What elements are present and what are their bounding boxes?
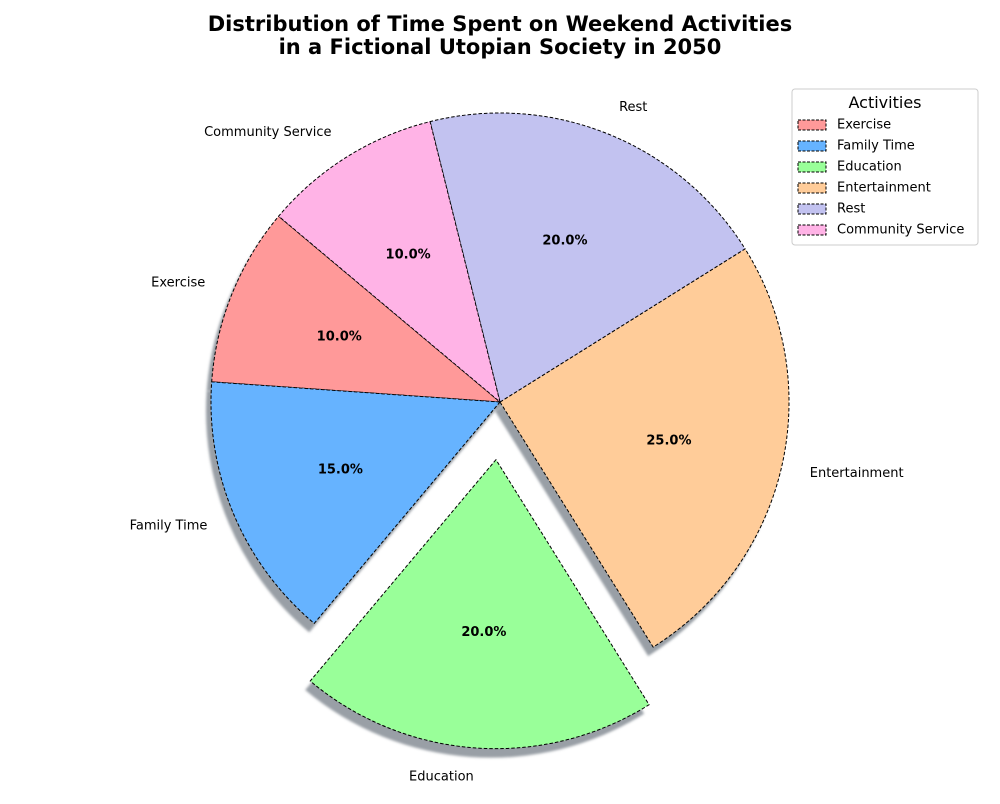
legend-label-family-time: Family Time <box>837 139 915 154</box>
pie-slice-family-time <box>210 381 501 624</box>
slice-percent-exercise: 10.0% <box>317 330 362 345</box>
legend-label-rest: Rest <box>837 202 865 217</box>
pie-slice-entertainment <box>499 248 790 648</box>
legend-frame <box>791 88 979 246</box>
chart-title-line-1: Distribution of Time Spent on Weekend Ac… <box>208 12 793 36</box>
slice-label-family-time: Family Time <box>130 519 208 534</box>
pie-percent-layer: 10.0% 15.0% 20.0% 25.0% 20.0% 10.0% <box>317 234 692 640</box>
slice-label-rest: Rest <box>619 100 647 115</box>
slice-label-education: Education <box>409 769 474 784</box>
legend-title: Activities <box>849 93 922 112</box>
slice-percent-family-time: 15.0% <box>318 462 363 477</box>
legend-swatch-education <box>797 161 827 173</box>
pie-slice-rest <box>429 112 746 403</box>
slice-percent-education: 20.0% <box>461 625 506 640</box>
slice-label-entertainment: Entertainment <box>810 466 904 481</box>
pie-label-layer: Exercise Family Time Education Entertainmen… <box>130 100 904 785</box>
legend-swatch-exercise <box>797 119 827 131</box>
legend-label-community-service: Community Service <box>837 223 964 238</box>
slice-percent-community-service: 10.0% <box>386 247 431 262</box>
legend-swatch-family-time <box>797 140 827 152</box>
legend-swatch-entertainment <box>797 182 827 194</box>
slice-percent-entertainment: 25.0% <box>646 434 691 449</box>
legend-label-entertainment: Entertainment <box>837 181 931 196</box>
chart-title-line-2: in a Fictional Utopian Society in 2050 <box>279 35 722 59</box>
legend-swatch-community-service <box>797 224 827 236</box>
legend-items: Exercise Family Time Education Entertainmen… <box>797 118 964 238</box>
slice-percent-rest: 20.0% <box>542 234 587 249</box>
slice-label-community-service: Community Service <box>204 125 331 140</box>
slice-label-exercise: Exercise <box>151 275 205 290</box>
pie-slice-exercise <box>211 215 501 403</box>
legend-label-exercise: Exercise <box>837 118 891 133</box>
pie-slice-education <box>309 459 650 750</box>
pie-slice-community-service <box>278 121 501 403</box>
legend-swatch-rest <box>797 203 827 215</box>
pie-slice-layer <box>210 112 790 750</box>
legend-label-education: Education <box>837 160 902 175</box>
